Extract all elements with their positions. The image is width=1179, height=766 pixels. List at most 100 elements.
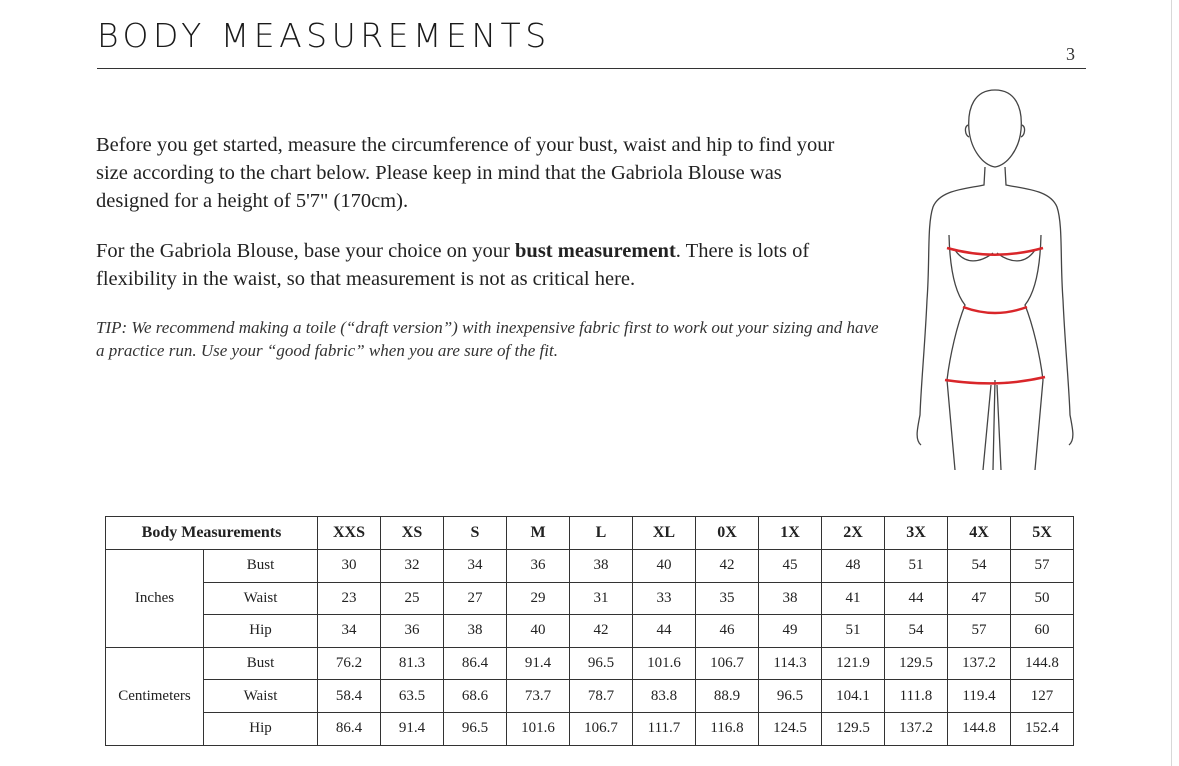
table-row: Centimeters Bust 76.2 81.3 86.4 91.4 96.5 101.6… [105, 646, 1074, 746]
measurement-value: 32 [380, 549, 444, 583]
measurement-label: Bust [203, 646, 318, 681]
measurement-value: 124.5 [758, 711, 822, 746]
measurement-value: 114.3 [758, 646, 822, 681]
title-divider [97, 68, 1086, 69]
choice-text: For the Gabriola Blouse, base your choic… [96, 240, 516, 262]
measurement-value: 119.4 [947, 679, 1011, 713]
table-row: Hip 86.4 91.4 96.5 101.6 106.7 111.7 116.8 124.5… [106, 711, 1074, 746]
measurement-value: 68.6 [443, 679, 507, 713]
measurement-value: 152.4 [1010, 711, 1074, 746]
size-chart-table: Body Measurements XXS XS S M L XL 0X 1X 2X 3X 4X 5X… [105, 516, 1074, 746]
measurement-value: 40 [632, 549, 696, 583]
measurement-value: 101.6 [632, 646, 696, 681]
measurement-value: 106.7 [569, 711, 633, 746]
measurement-value: 127 [1010, 679, 1074, 713]
choice-emphasis: bust measurement [515, 240, 676, 262]
measurement-value: 34 [317, 614, 381, 648]
measurement-value: 121.9 [821, 646, 885, 681]
measurement-value: 46 [695, 614, 759, 648]
measurement-value: 51 [821, 614, 885, 648]
size-header-xs: XS [380, 516, 444, 550]
intro-paragraph: Before you get started, measure the circ… [96, 134, 835, 212]
measurement-value: 27 [443, 581, 507, 616]
size-header-m: M [506, 516, 570, 550]
measurement-value: 111.8 [884, 679, 948, 713]
measurement-value: 47 [947, 581, 1011, 616]
measurement-value: 57 [947, 614, 1011, 648]
measurement-value: 96.5 [443, 711, 507, 746]
measurement-value: 38 [443, 614, 507, 648]
measurement-value: 25 [380, 581, 444, 616]
measurement-value: 144.8 [1010, 646, 1074, 681]
measurement-value: 144.8 [947, 711, 1011, 746]
size-header-xxs: XXS [317, 516, 381, 550]
measurement-value: 41 [821, 581, 885, 616]
size-header-xl: XL [632, 516, 696, 550]
measurement-value: 83.8 [632, 679, 696, 713]
measurement-value: 48 [821, 549, 885, 583]
table-row: Hip 34 36 38 40 42 44 46 49 51 54 57 60 [106, 614, 1074, 648]
measurement-value: 76.2 [317, 646, 381, 681]
measurement-value: 36 [506, 549, 570, 583]
measurement-value: 33 [632, 581, 696, 616]
measurement-value: 35 [695, 581, 759, 616]
measurement-value: 29 [506, 581, 570, 616]
size-header-2x: 2X [821, 516, 885, 550]
measurement-value: 40 [506, 614, 570, 648]
measurement-label: Bust [203, 549, 318, 583]
measurement-value: 91.4 [506, 646, 570, 681]
measurement-value: 60 [1010, 614, 1074, 648]
measurement-value: 23 [317, 581, 381, 616]
measurement-value: 73.7 [506, 679, 570, 713]
measurement-value: 129.5 [884, 646, 948, 681]
measurement-value: 54 [947, 549, 1011, 583]
measurement-value: 116.8 [695, 711, 759, 746]
measurement-value: 38 [569, 549, 633, 583]
measurement-value: 96.5 [569, 646, 633, 681]
measurement-value: 137.2 [884, 711, 948, 746]
measurement-value: 88.9 [695, 679, 759, 713]
page-title: BODY MEASUREMENTS [97, 16, 551, 55]
measurement-value: 42 [695, 549, 759, 583]
measurement-label: Waist [203, 581, 318, 616]
measurement-value: 45 [758, 549, 822, 583]
choice-text-end: . There is lots of flexibility in the wa… [96, 240, 810, 290]
unit-label: Inches [105, 549, 204, 648]
measurement-value: 36 [380, 614, 444, 648]
measurement-value: 86.4 [443, 646, 507, 681]
measurement-value: 54 [884, 614, 948, 648]
measurement-value: 78.7 [569, 679, 633, 713]
page-number: 3 [1066, 44, 1075, 64]
unit-label: Centimeters [105, 646, 204, 746]
measurement-value: 34 [443, 549, 507, 583]
page-edge [1171, 0, 1172, 766]
measurement-label: Hip [203, 614, 318, 648]
measurement-value: 106.7 [695, 646, 759, 681]
choice-paragraph: For the Gabriola Blouse, base your choic… [96, 237, 856, 293]
measurement-value: 91.4 [380, 711, 444, 746]
measurement-value: 38 [758, 581, 822, 616]
measurement-label: Waist [203, 679, 318, 713]
table-row: Waist 58.4 63.5 68.6 73.7 78.7 83.8 88.9 96.5 104… [106, 679, 1074, 713]
size-header-0x: 0X [695, 516, 759, 550]
measurement-value: 44 [884, 581, 948, 616]
measurement-value: 44 [632, 614, 696, 648]
tip-paragraph: TIP: We recommend making a toile (“draft… [96, 318, 879, 360]
size-header-5x: 5X [1010, 516, 1074, 550]
measurement-value: 50 [1010, 581, 1074, 616]
measurement-value: 104.1 [821, 679, 885, 713]
body-measurement-diagram-icon [916, 89, 1074, 471]
measurement-value: 96.5 [758, 679, 822, 713]
table-row: Inches Bust 30 32 34 36 38 40 42 45 48 51 54 57 [105, 549, 1074, 648]
table-header-row: Body Measurements XXS XS S M L XL 0X 1X 2X 3X 4X 5X [105, 516, 1074, 550]
measurement-value: 86.4 [317, 711, 381, 746]
measurement-value: 49 [758, 614, 822, 648]
measurement-value: 63.5 [380, 679, 444, 713]
measurement-value: 58.4 [317, 679, 381, 713]
measurement-value: 81.3 [380, 646, 444, 681]
size-header-1x: 1X [758, 516, 822, 550]
size-header-s: S [443, 516, 507, 550]
measurement-value: 137.2 [947, 646, 1011, 681]
size-header-l: L [569, 516, 633, 550]
size-header-4x: 4X [947, 516, 1011, 550]
